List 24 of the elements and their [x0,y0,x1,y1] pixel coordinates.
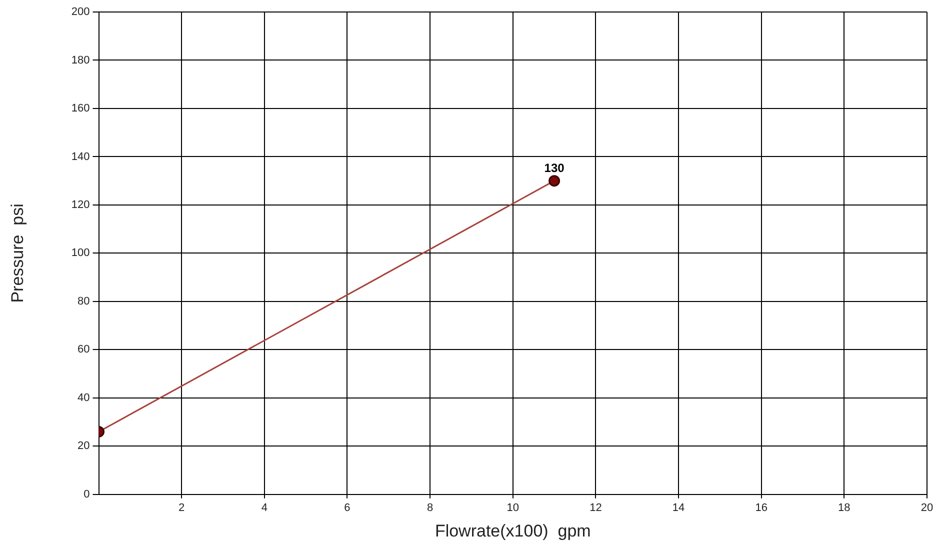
x-tick-label: 16 [755,502,768,514]
y-tick-label: 20 [78,440,90,452]
y-tick-label: 160 [71,102,90,115]
x-tick-label: 12 [590,502,602,514]
x-tick-label: 18 [838,502,850,514]
y-tick-label: 120 [71,198,90,211]
y-axis-title: Pressure psi [8,204,27,303]
x-tick-label: 20 [920,502,934,514]
y-tick-label: 100 [71,247,90,260]
y-tick-label: 0 [84,488,90,500]
x-tick-label: 10 [506,502,519,514]
data-label: 130 [544,161,565,176]
y-tick-label: 180 [71,54,90,66]
y-tick-label: 40 [78,392,90,404]
x-tick-label: 6 [344,502,350,514]
y-tick-label: 140 [71,150,90,163]
x-axis-title: Flowrate(x100) gpm [434,521,591,540]
x-tick-label: 8 [426,502,434,514]
y-tick-label: 80 [78,295,90,308]
x-tick-label: 2 [178,502,185,514]
y-tick-label: 200 [71,6,90,18]
x-tick-label: 4 [261,502,268,514]
y-tick-label: 60 [78,344,90,356]
x-tick-label: 14 [672,502,685,514]
